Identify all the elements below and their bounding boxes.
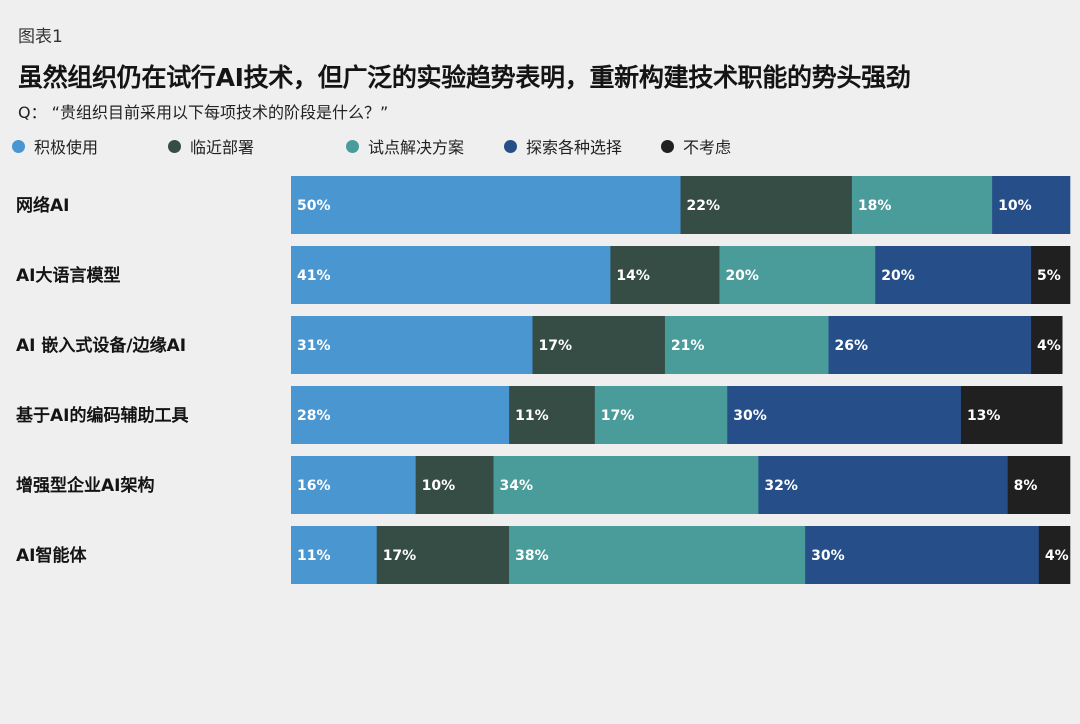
bar-value-label: 30%: [733, 408, 767, 424]
bar-value-label: 4%: [1037, 338, 1061, 354]
bar-value-label: 4%: [1045, 548, 1069, 564]
bar-segment: [758, 456, 1008, 514]
bar-segment: [291, 386, 510, 444]
bar-segment: [851, 176, 993, 234]
bar-value-label: 10%: [998, 198, 1032, 214]
bar-segment: [664, 316, 829, 374]
bar-segment: [610, 246, 720, 304]
legend-item-exploring-options: 探索各种选择: [504, 134, 661, 158]
bar-value-label: 14%: [616, 268, 650, 284]
bar-value-label: 20%: [725, 268, 759, 284]
bar-segment: [509, 386, 596, 444]
category-label: 网络AI: [16, 195, 69, 216]
bar-segment: [1038, 526, 1071, 584]
category-label: 增强型企业AI架构: [16, 475, 154, 496]
legend-swatch: [661, 139, 674, 153]
bar-segment: [493, 456, 759, 514]
legend-swatch: [12, 139, 25, 153]
bar-segment: [509, 526, 806, 584]
bar-value-label: 11%: [297, 548, 331, 564]
bar-segment: [727, 386, 962, 444]
bar-value-label: 17%: [383, 548, 417, 564]
category-label: AI智能体: [16, 545, 87, 566]
bar-segment: [719, 246, 876, 304]
bar-segment: [875, 246, 1032, 304]
bar-segment: [291, 456, 416, 514]
bar-value-label: 5%: [1037, 268, 1061, 284]
bar-value-label: 16%: [297, 478, 331, 494]
legend-label: 临近部署: [190, 138, 255, 157]
bar-value-label: 21%: [671, 338, 705, 354]
legend-label: 不考虑: [683, 138, 732, 157]
bar-value-label: 20%: [881, 268, 915, 284]
chart-subtitle: Q： “贵组织目前采用以下每项技术的阶段是什么？”: [18, 103, 389, 122]
bar-value-label: 31%: [297, 338, 331, 354]
bar-value-label: 38%: [515, 548, 549, 564]
bar-segment: [680, 176, 853, 234]
legend-item-not-considering: 不考虑: [661, 134, 731, 158]
bar-segment: [532, 316, 666, 374]
bar-segment: [291, 246, 611, 304]
category-label: AI大语言模型: [16, 265, 120, 286]
bar-segment: [291, 526, 377, 584]
bar-value-label: 32%: [764, 478, 798, 494]
bar-value-label: 13%: [967, 408, 1001, 424]
legend-item-near-deployment: 临近部署: [168, 134, 346, 158]
legend-item-pilot-solutions: 试点解决方案: [346, 134, 504, 158]
bar-value-label: 41%: [297, 268, 331, 284]
bar-segment: [415, 456, 494, 514]
legend-swatch: [504, 139, 517, 153]
category-label: 基于AI的编码辅助工具: [15, 405, 188, 426]
bar-segment: [992, 176, 1071, 234]
bar-value-label: 30%: [811, 548, 845, 564]
bar-value-label: 11%: [515, 408, 549, 424]
bar-segment: [1031, 316, 1063, 374]
legend-label: 积极使用: [34, 138, 99, 157]
bar-value-label: 34%: [500, 478, 534, 494]
bar-segment: [376, 526, 510, 584]
bar-segment: [805, 526, 1040, 584]
bar-segment: [828, 316, 1032, 374]
legend-label: 试点解决方案: [368, 138, 465, 157]
bar-value-label: 22%: [687, 198, 721, 214]
legend-item-active-use: 积极使用: [12, 134, 168, 158]
figure-label: 图表1: [18, 27, 63, 47]
chart-title: 虽然组织仍在试行AI技术，但广泛的实验趋势表明，重新构建技术职能的势头强劲: [18, 63, 911, 92]
legend: 积极使用 临近部署 试点解决方案 探索各种选择 不考虑: [12, 134, 731, 158]
bar-segment: [1007, 456, 1071, 514]
bar-value-label: 26%: [835, 338, 869, 354]
bar-value-label: 8%: [1014, 478, 1038, 494]
bar-value-label: 28%: [297, 408, 331, 424]
bar-value-label: 17%: [601, 408, 635, 424]
legend-label: 探索各种选择: [526, 138, 623, 157]
bar-segment: [594, 386, 728, 444]
legend-swatch: [168, 139, 181, 153]
bar-segment: [291, 316, 533, 374]
bar-value-label: 17%: [538, 338, 572, 354]
bar-segment: [1031, 246, 1071, 304]
bar-value-label: 50%: [297, 198, 331, 214]
legend-swatch: [346, 139, 359, 153]
bar-value-label: 10%: [422, 478, 456, 494]
bar-segment: [960, 386, 1063, 444]
bar-value-label: 18%: [858, 198, 892, 214]
bar-segment: [291, 176, 681, 234]
category-label: AI 嵌入式设备/边缘AI: [16, 335, 186, 356]
